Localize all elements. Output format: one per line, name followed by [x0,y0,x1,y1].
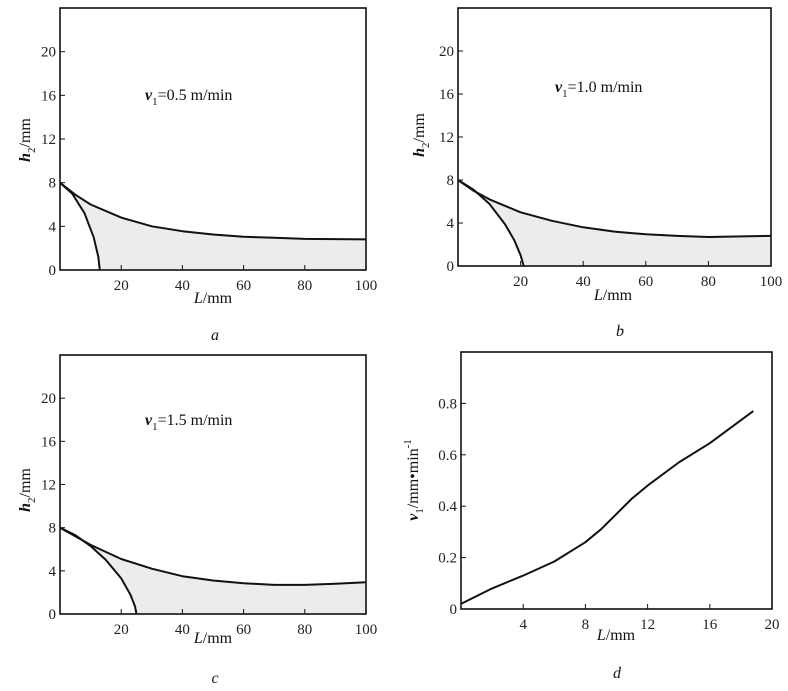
x-tick-label: 80 [297,278,312,294]
x-tick-label: 20 [765,617,780,633]
x-tick-label: 4 [519,617,527,633]
x-tick-label: 20 [114,278,129,294]
y-tick-label: 16 [41,88,57,104]
y-tick-label: 0 [450,602,458,618]
annotation-b: v1=1.0 m/min [555,79,642,100]
x-tick-label: 100 [355,278,378,294]
y-tick-label: 0.4 [438,499,457,515]
y-tick-label: 12 [41,132,56,148]
y-tick-label: 0.8 [438,396,457,412]
plot-frame-d [460,351,773,610]
x-tick-label: 80 [297,622,312,638]
y-tick-label: 4 [49,564,57,580]
y-axis-label-c: h2/mm [17,468,38,512]
panel-a: 20 40 60 80 100 0 4 8 12 16 20 L/mm h2/mm v1=0.5 m/mi… [17,7,378,344]
y-tick-label: 0.2 [438,551,457,567]
annotation-a: v1=0.5 m/min [145,87,232,108]
x-axis-label-d: L/mm [596,627,636,644]
x-tick-label: 60 [236,622,251,638]
x-tick-label: 100 [355,622,378,638]
y-tick-label: 0 [49,607,57,623]
panel-c: 20 40 60 80 100 0 4 8 12 16 20 L/mm h2/mm v1=1.5 m/mi… [17,354,378,687]
shaded-region-b [458,180,771,266]
y-axis-label-d: v1/mm•min-1 [402,439,426,521]
y-tick-label: 8 [49,521,57,537]
series-b-upper [457,179,772,238]
x-tick-label: 60 [236,278,251,294]
y-tick-label: 0.6 [438,448,457,464]
x-tick-label: 40 [175,622,190,638]
panel-b: 20 40 60 80 100 0 4 8 12 16 20 L/mm h2/mm v1=1.0 m/mi… [411,7,783,340]
series-b-lower [457,179,525,267]
y-axis-label-a: h2/mm [17,118,38,162]
y-tick-label: 20 [439,44,454,60]
x-tick-label: 100 [760,274,783,290]
plot-frame-c [59,354,367,615]
series-a-lower [59,181,101,271]
y-tick-label: 4 [447,216,455,232]
x-tick-label: 40 [175,278,190,294]
y-tick-label: 20 [41,391,56,407]
series-c-lower [59,526,138,615]
y-tick-label: 0 [49,263,57,279]
x-tick-label: 80 [701,274,716,290]
y-tick-label: 4 [49,219,57,235]
x-tick-label: 40 [576,274,591,290]
shaded-region-c [60,527,366,614]
panel-caption-d: d [613,665,622,682]
panel-caption-a: a [211,327,219,344]
x-tick-label: 8 [582,617,590,633]
series-d-v1 [460,410,754,605]
y-tick-label: 8 [49,176,57,192]
y-tick-label: 16 [439,87,455,103]
x-tick-label: 16 [702,617,718,633]
x-axis-label-a: L/mm [193,290,233,307]
y-tick-label: 20 [41,45,56,61]
x-tick-label: 20 [513,274,528,290]
shaded-region-a [60,182,366,270]
x-axis-label-b: L/mm [593,287,633,304]
plot-frame-b [457,7,772,267]
y-tick-label: 12 [439,130,454,146]
panel-d: 4 8 12 16 20 0 0.2 0.4 0.6 0.8 L/mm v1/mm•min-1 d [402,351,780,682]
x-tick-label: 20 [114,622,129,638]
x-axis-label-c: L/mm [193,630,233,647]
y-tick-label: 0 [447,259,455,275]
y-tick-label: 16 [41,434,57,450]
y-axis-label-b: h2/mm [411,113,432,157]
y-tick-label: 12 [41,478,56,494]
series-a-upper [59,181,367,241]
x-tick-label: 12 [640,617,655,633]
y-tick-label: 8 [447,173,455,189]
x-tick-label: 60 [638,274,653,290]
annotation-c: v1=1.5 m/min [145,412,232,433]
panel-caption-c: c [211,670,218,687]
panel-caption-b: b [616,323,624,340]
